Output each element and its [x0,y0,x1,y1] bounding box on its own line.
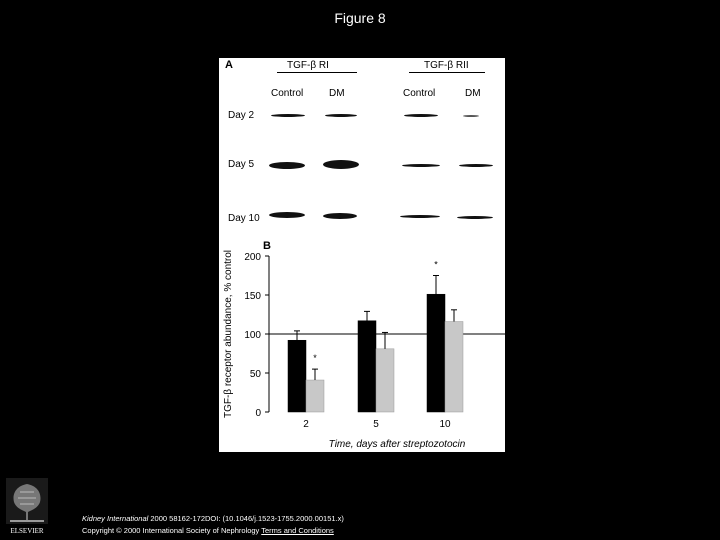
row-label-day10: Day 10 [228,213,260,224]
group-underline-rii [409,72,485,73]
y-tick-label: 50 [250,369,262,380]
bar-control-day10 [426,293,446,413]
footer-copyright: Copyright © 2000 International Society o… [82,525,344,537]
x-axis-label: Time, days after streptozotocin [329,439,466,450]
panel-b-letter: B [263,240,271,252]
blot-band [457,216,493,219]
blot-band [323,160,359,169]
blot-band [463,115,479,117]
blot-band [404,114,438,117]
logo-text: ELSEVIER [10,527,43,535]
x-tick-label: 5 [373,419,379,430]
significance-marker: * [313,353,317,363]
footer: Kidney International 2000 58162-172DOI: … [82,513,344,537]
y-axis-label: TGF-β receptor abundance, % control [223,250,234,418]
copyright-text: Copyright © 2000 International Society o… [82,526,260,535]
blot-band [269,212,305,218]
row-label-day2: Day 2 [228,110,255,121]
y-tick-label: 100 [244,330,261,341]
bar-chart: B TGF-β receptor abundance, % control Ti… [223,240,505,450]
col-label-ri-control: Control [271,88,304,99]
elsevier-logo: ELSEVIER [6,478,48,535]
blot-band [325,114,357,117]
blot-band [323,213,357,219]
journal-name: Kidney International [82,514,149,523]
x-tick-label: 10 [439,419,451,430]
panel-a-letter: A [225,59,233,71]
blot-band [269,162,305,169]
terms-link[interactable]: Terms and Conditions [261,526,334,535]
bar-dm-day2 [305,379,325,413]
bar-control-day2 [287,339,307,413]
y-tick-label: 150 [244,291,261,302]
blot-band [271,114,305,117]
blot-band [459,164,493,167]
x-tick-label: 2 [303,419,309,430]
group-header-ri: TGF-β RI [287,60,329,71]
group-header-rii: TGF-β RII [424,60,469,71]
citation-text: 2000 58162-172DOI: (10.1046/j.1523-1755.… [148,514,344,523]
bar-control-day5 [357,320,377,413]
blot-band [402,164,440,167]
y-tick-label: 0 [255,408,261,419]
bar-dm-day5 [375,348,395,413]
bar-dm-day10 [444,321,464,413]
group-underline-ri [277,72,357,73]
y-tick-label: 200 [244,252,261,263]
row-label-day5: Day 5 [228,159,255,170]
slide-title: Figure 8 [334,10,386,26]
col-label-rii-dm: DM [465,88,481,99]
significance-marker: * [434,260,438,270]
blot-band [400,215,440,218]
figure-panel: A TGF-β RI TGF-β RII Control DM Control … [219,58,505,452]
col-label-rii-control: Control [403,88,436,99]
col-label-ri-dm: DM [329,88,345,99]
footer-citation: Kidney International 2000 58162-172DOI: … [82,513,344,525]
